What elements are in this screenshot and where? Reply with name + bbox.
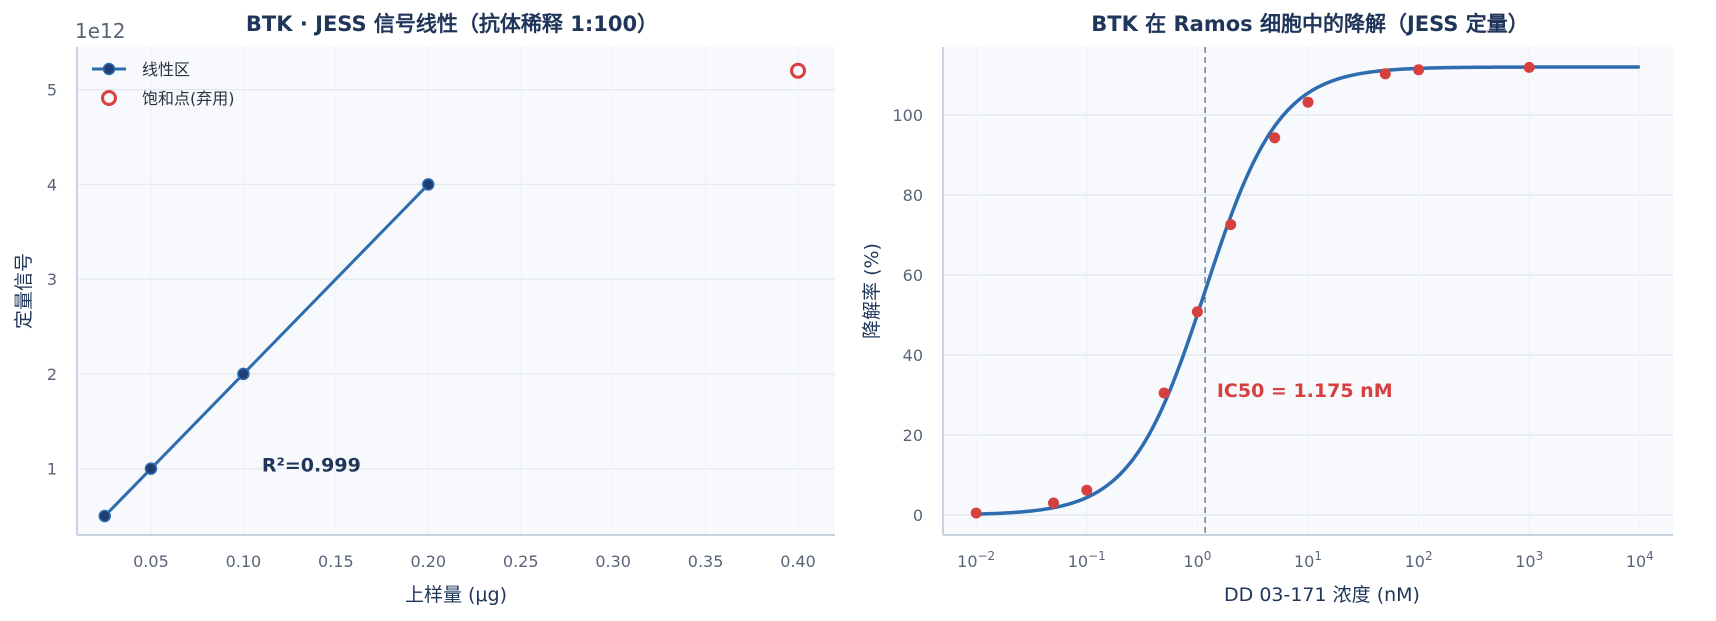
left-x-tick-label: 0.15	[318, 552, 354, 571]
right-x-axis-label: DD 03-171 浓度 (nM)	[1224, 584, 1420, 606]
right-x-tick-label: 100	[1183, 549, 1211, 571]
legend-open-circle-marker	[101, 90, 117, 106]
right-x-tick-label: 103	[1515, 549, 1543, 571]
left-x-tick-label: 0.30	[595, 552, 631, 571]
measured-point	[1047, 497, 1059, 509]
right-tick-labels: 0 20 40 60 80 100 10−2 10−1 100 101 102 103 104	[892, 106, 1653, 571]
measured-point	[1413, 64, 1425, 76]
right-y-tick-label: 40	[903, 346, 923, 365]
linear-range-point	[422, 178, 435, 191]
linear-range-point	[144, 462, 158, 475]
left-chart-title: BTK · JESS 信号线性（抗体稀释 1:100）	[246, 12, 658, 36]
right-y-tick-label: 0	[913, 506, 923, 525]
linear-range-line	[103, 183, 430, 518]
right-x-tick-label: 10−2	[957, 549, 995, 571]
right-y-tick-label: 60	[903, 266, 923, 285]
saturation-point	[790, 62, 807, 79]
left-gridlines	[77, 47, 835, 535]
left-data-marks	[98, 62, 807, 523]
left-legend: 线性区 饱和点(弃用)	[92, 60, 235, 108]
left-y-offset-label: 1e12	[75, 19, 125, 43]
right-y-axis-label: 降解率 (%)	[861, 243, 883, 339]
ic50-annotation: IC50 = 1.175 nM	[1217, 380, 1393, 402]
right-chart-title: BTK 在 Ramos 细胞中的降解（JESS 定量）	[1091, 12, 1528, 36]
right-y-tick-label: 100	[892, 106, 923, 125]
right-chart-panel: BTK 在 Ramos 细胞中的降解（JESS 定量） DD 03-171 浓度…	[861, 12, 1673, 606]
left-x-tick-label: 0.40	[780, 552, 816, 571]
measured-point	[1158, 387, 1170, 399]
left-x-tick-label: 0.05	[133, 552, 169, 571]
measured-point	[1225, 219, 1237, 231]
linear-range-point	[98, 509, 111, 523]
right-x-tick-label: 104	[1626, 549, 1654, 571]
left-x-tick-label: 0.20	[410, 552, 446, 571]
left-y-tick-label: 3	[47, 270, 57, 289]
legend-label-linear: 线性区	[142, 60, 190, 79]
left-x-tick-label: 0.10	[226, 552, 262, 571]
right-x-tick-label: 10−1	[1068, 549, 1106, 571]
left-y-tick-label: 2	[47, 365, 57, 384]
left-y-tick-label: 5	[47, 81, 57, 100]
left-y-axis-label: 定量信号	[13, 253, 35, 329]
right-x-tick-label: 101	[1294, 549, 1322, 571]
measured-point	[1523, 61, 1535, 73]
left-plot-area	[77, 47, 835, 535]
left-chart-panel: BTK · JESS 信号线性（抗体稀释 1:100） 1e12 上样量 (μg…	[13, 12, 835, 606]
left-x-axis-label: 上样量 (μg)	[405, 584, 507, 606]
measured-point	[1379, 68, 1391, 80]
linear-range-point	[237, 367, 250, 381]
right-data-marks	[970, 61, 1535, 519]
legend-line-marker	[102, 62, 116, 76]
left-x-tick-label: 0.35	[688, 552, 724, 571]
left-x-tick-label: 0.25	[503, 552, 539, 571]
right-gridlines	[943, 47, 1673, 535]
r-squared-annotation: R²=0.999	[262, 455, 361, 477]
measured-point	[970, 507, 982, 519]
right-x-tick-label: 102	[1405, 549, 1433, 571]
left-y-tick-label: 4	[47, 175, 57, 194]
right-y-tick-label: 20	[903, 426, 923, 445]
measured-point	[1191, 306, 1203, 318]
measured-point	[1081, 484, 1093, 496]
measured-point	[1302, 96, 1314, 108]
legend-label-saturation: 饱和点(弃用)	[142, 89, 235, 108]
right-y-tick-label: 80	[903, 186, 923, 205]
left-y-tick-label: 1	[47, 460, 57, 479]
measured-point	[1269, 132, 1281, 144]
left-tick-labels: 1 2 3 4 5 0.05 0.10 0.15 0.20 0.25 0.30 0.35 0.40	[47, 81, 816, 571]
